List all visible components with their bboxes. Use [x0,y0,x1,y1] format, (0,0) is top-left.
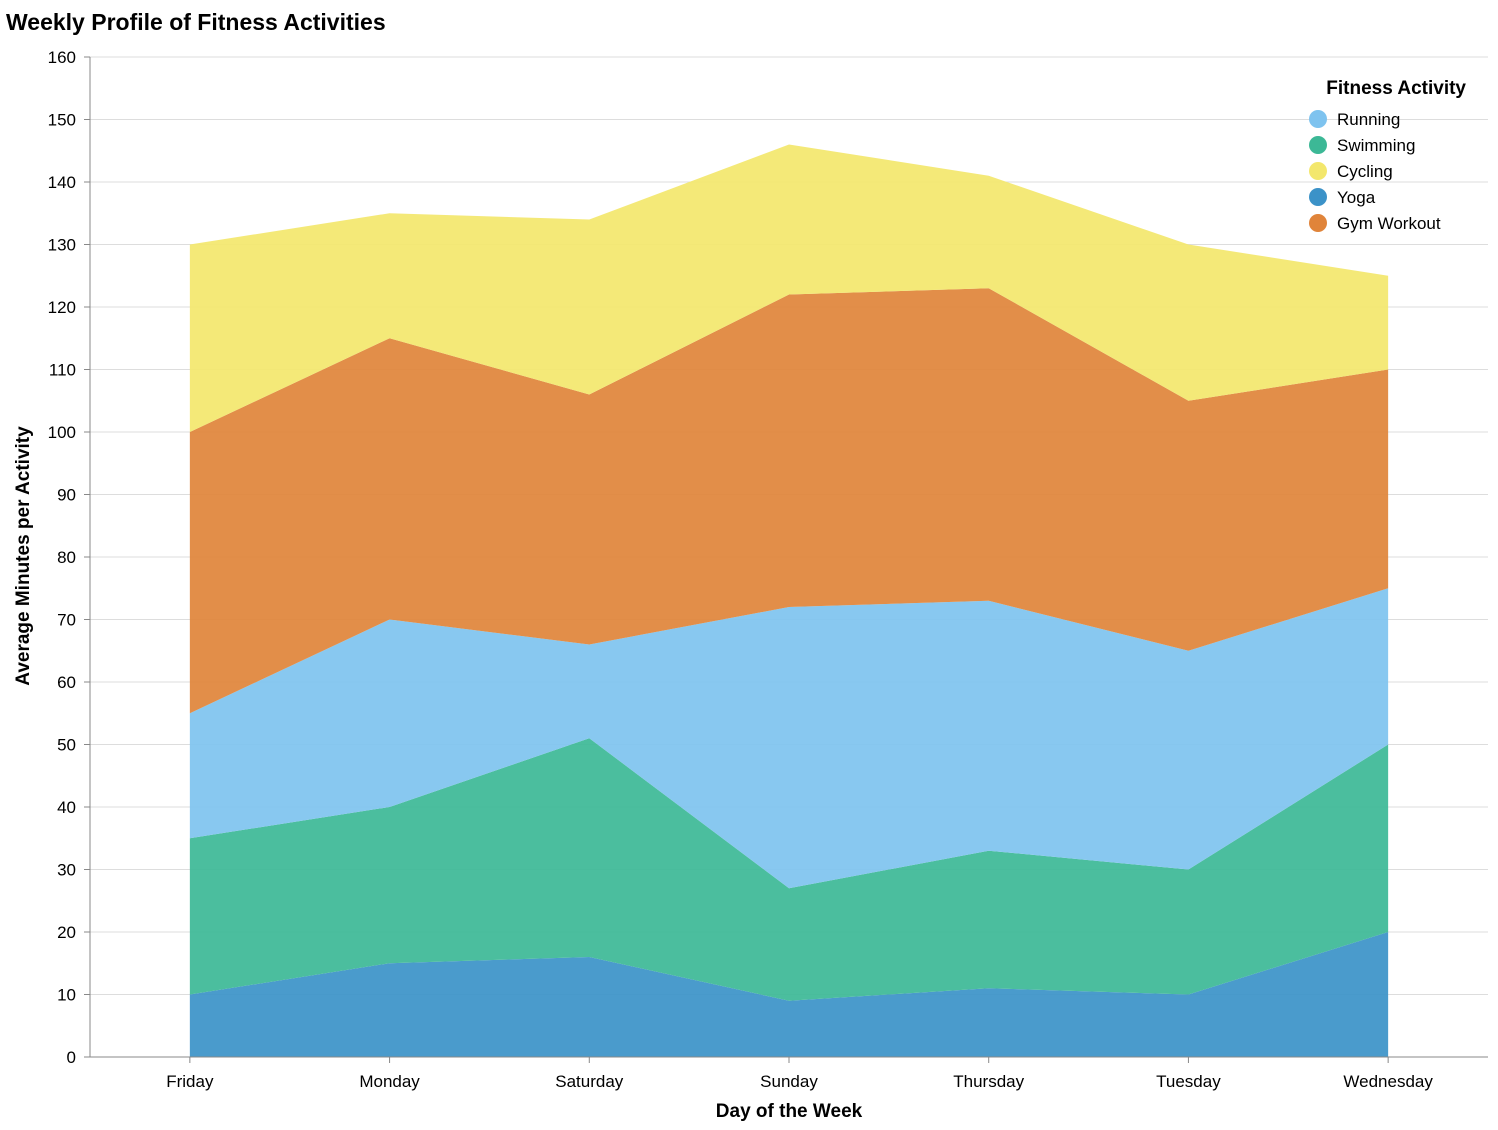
area-series-group [189,144,1389,1057]
y-tick-label: 100 [48,423,76,442]
y-tick-label: 120 [48,298,76,317]
y-tick-label: 140 [48,173,76,192]
y-tick-label: 10 [57,986,76,1005]
legend-label-running: Running [1337,110,1400,129]
x-tick-label: Saturday [555,1072,624,1091]
y-tick-label: 70 [57,611,76,630]
y-tick-label: 20 [57,923,76,942]
legend-swatch-gym-workout [1309,214,1327,232]
legend-swatch-cycling [1309,162,1327,180]
legend-swatch-swimming [1309,136,1327,154]
y-tick-label: 150 [48,111,76,130]
x-axis-title: Day of the Week [716,1101,863,1122]
y-axis-title: Average Minutes per Activity [13,426,34,686]
y-tick-label: 80 [57,548,76,567]
legend-label-cycling: Cycling [1337,162,1393,181]
y-tick-label: 0 [67,1048,76,1067]
x-tick-label: Tuesday [1156,1072,1221,1091]
x-tick-label: Friday [166,1072,214,1091]
legend: Fitness Activity Running Swimming Cycling Y… [1309,78,1466,233]
x-tick-label: Wednesday [1343,1072,1433,1091]
y-tick-label: 110 [49,361,76,380]
legend-swatch-running [1309,110,1327,128]
x-tick-label: Thursday [953,1072,1024,1091]
axes: 0 10 20 30 40 50 60 70 80 90 100 110 120 130 140 150 160… [48,48,1488,1091]
area-gym-workout [189,288,1389,714]
legend-label-swimming: Swimming [1337,136,1415,155]
legend-label-gym-workout: Gym Workout [1337,214,1441,233]
legend-title: Fitness Activity [1326,78,1466,99]
y-tick-label: 90 [57,486,76,505]
area-swimming [189,738,1389,1001]
area-running [189,588,1389,889]
x-tick-label: Monday [359,1072,420,1091]
x-tick-label: Sunday [760,1072,818,1091]
legend-swatch-yoga [1309,188,1327,206]
y-tick-label: 30 [57,861,76,880]
legend-label-yoga: Yoga [1337,188,1376,207]
y-tick-label: 60 [57,673,76,692]
y-tick-label: 40 [57,798,76,817]
area-yoga [189,932,1389,1057]
y-tick-label: 50 [57,736,76,755]
chart-title: Weekly Profile of Fitness Activities [6,9,386,35]
area-cycling [189,144,1389,432]
y-tick-label: 130 [48,236,76,255]
y-tick-label: 160 [48,48,76,67]
